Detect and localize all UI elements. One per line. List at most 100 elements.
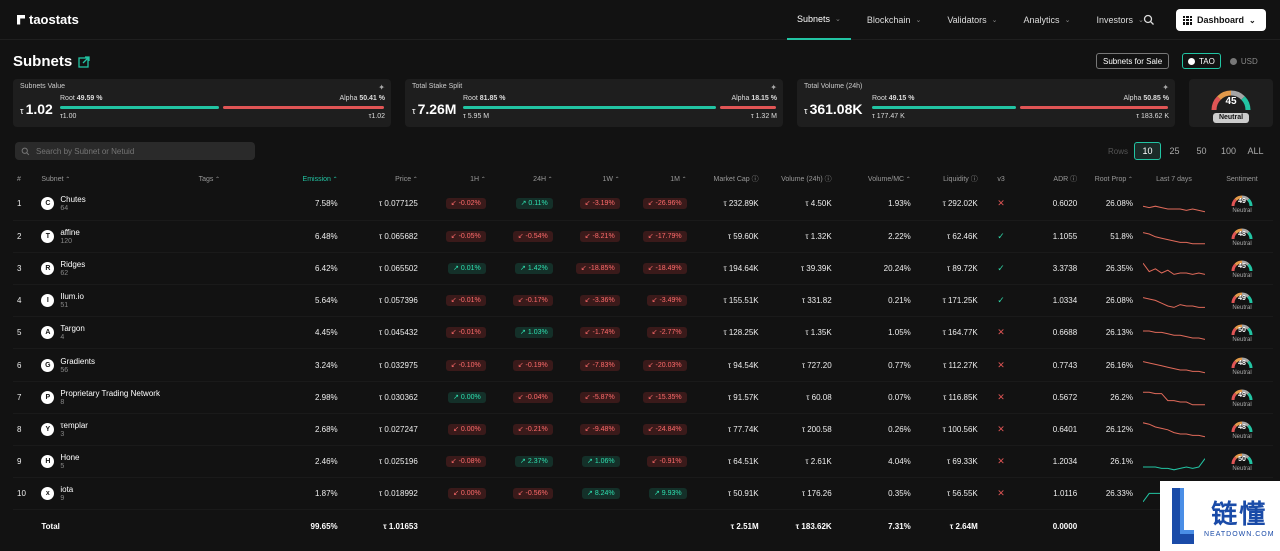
- table-row[interactable]: 10 x iota 9 1.87% τ 0.018992 ↙ 0.00% ↙ -0.56% ↗ …: [13, 477, 1273, 511]
- market-cap-cell: τ 128.25K: [690, 316, 763, 350]
- sentiment-gauge[interactable]: 50 Neutral: [1231, 322, 1253, 343]
- subnet-name[interactable]: τemplar: [60, 420, 88, 430]
- sentiment-gauge[interactable]: 48 Neutral: [1231, 226, 1253, 247]
- currency-usd[interactable]: USD: [1225, 53, 1263, 69]
- subnet-cell[interactable]: A Targon 4: [37, 316, 195, 350]
- sentiment-gauge[interactable]: 49 Neutral: [1231, 387, 1253, 408]
- column-header-1m[interactable]: 1M ⌃: [624, 170, 691, 188]
- rows-option-10[interactable]: 10: [1134, 142, 1162, 160]
- sentiment-gauge[interactable]: 45 Neutral: [1231, 258, 1253, 279]
- search-input[interactable]: [36, 146, 236, 156]
- nav-blockchain[interactable]: Blockchain ⌄: [857, 0, 931, 40]
- sentiment-gauge[interactable]: 50 Neutral: [1231, 451, 1253, 472]
- change-value: -0.10%: [458, 361, 481, 369]
- subnet-cell[interactable]: R Ridges 62: [37, 252, 195, 286]
- gauge-segment: [1247, 198, 1253, 207]
- arrow-down-left-icon: ↙: [647, 200, 656, 208]
- fear-greed-gauge[interactable]: 45 Neutral: [1189, 79, 1273, 127]
- table-row[interactable]: 1 C Chutes 64 7.58% τ 0.077125 ↙ -0.02% ↗ 0.11%…: [13, 188, 1273, 221]
- sparkline-cell: [1136, 381, 1211, 414]
- gauge-segment: [1231, 198, 1237, 207]
- currency-tao[interactable]: TAO: [1182, 53, 1221, 69]
- change-cell: ↙ -18.49%: [623, 252, 691, 286]
- sentiment-gauge[interactable]: 49 Neutral: [1231, 290, 1253, 311]
- change-cell: ↗ 2.37%: [489, 445, 557, 479]
- table-row[interactable]: 4 I Ilum.io 51 5.64% τ 0.057396 ↙ -0.01% ↙ -0.1…: [13, 284, 1273, 318]
- subnet-name[interactable]: Chutes: [60, 195, 86, 205]
- empty-cell: [489, 509, 557, 543]
- subnet-name[interactable]: Ridges: [60, 259, 86, 269]
- external-link-icon[interactable]: [78, 55, 90, 68]
- subnet-cell[interactable]: C Chutes 64: [37, 188, 195, 221]
- info-icon[interactable]: ⓘ: [749, 176, 759, 183]
- subnet-cell[interactable]: G Gradients 56: [37, 348, 195, 382]
- taostats-logo[interactable]: taostats: [17, 12, 79, 27]
- subnet-name[interactable]: Proprietary Trading Network: [60, 388, 160, 398]
- subnet-cell[interactable]: H Hone 5: [37, 445, 195, 479]
- column-header-emission[interactable]: Emission ⌃: [240, 170, 341, 188]
- rows-option-50[interactable]: 50: [1196, 146, 1207, 156]
- sentiment-value: 45: [1238, 262, 1246, 270]
- dashboard-button[interactable]: Dashboard ⌄: [1176, 9, 1266, 31]
- info-icon[interactable]: ⓘ: [1068, 176, 1078, 183]
- change-badge: ↙ -18.85%: [575, 262, 620, 274]
- sparkle-icon[interactable]: ✦: [1162, 83, 1169, 92]
- subnet-name[interactable]: Gradients: [60, 356, 96, 366]
- nav-investors[interactable]: Investors ⌄: [1086, 0, 1153, 40]
- sort-icon: ⌃: [904, 176, 911, 183]
- column-header-1w[interactable]: 1W ⌃: [557, 170, 624, 188]
- liquidity-cell: τ 89.72K: [914, 252, 982, 286]
- subnets-table: # Subnet ⌃ Tags ⌃ Emission ⌃ Price ⌃ 1H ⌃ 24H …: [13, 170, 1273, 543]
- subnet-name[interactable]: Targon: [60, 324, 85, 334]
- info-icon[interactable]: ⓘ: [968, 176, 978, 183]
- table-row[interactable]: 7 P Proprietary Trading Network 8 2.98% τ 0.0…: [13, 381, 1273, 414]
- subnet-cell[interactable]: P Proprietary Trading Network 8: [37, 381, 195, 414]
- column-header-tags[interactable]: Tags ⌃: [195, 170, 241, 188]
- table-row[interactable]: 6 G Gradients 56 3.24% τ 0.032975 ↙ -0.10% ↙ -0…: [13, 348, 1273, 382]
- nav-validators[interactable]: Validators ⌄: [937, 0, 1007, 40]
- gauge-segment: [1247, 327, 1253, 336]
- table-row[interactable]: 5 A Targon 4 4.45% τ 0.045432 ↙ -0.01% ↗ 1.03% ↙…: [13, 316, 1273, 350]
- column-header-24h[interactable]: 24H ⌃: [490, 170, 557, 188]
- subnet-name[interactable]: Hone: [60, 453, 80, 463]
- column-header-root-prop[interactable]: Root Prop ⌃: [1081, 170, 1137, 188]
- sparkle-icon[interactable]: ✦: [770, 83, 777, 92]
- subnet-name[interactable]: affine: [60, 227, 80, 237]
- subnet-search[interactable]: [15, 142, 255, 160]
- row-number: 3: [13, 252, 38, 286]
- table-row[interactable]: 3 R Ridges 62 6.42% τ 0.065502 ↗ 0.01% ↗ 1.42% ↙…: [13, 252, 1273, 286]
- rows-option-25[interactable]: 25: [1169, 146, 1180, 156]
- subnet-cell[interactable]: I Ilum.io 51: [37, 284, 195, 318]
- change-value: 1.06%: [594, 458, 615, 466]
- nav-analytics[interactable]: Analytics ⌄: [1014, 0, 1081, 40]
- sentiment-gauge[interactable]: 48 Neutral: [1231, 419, 1253, 440]
- sentiment-gauge[interactable]: 49 Neutral: [1231, 193, 1253, 214]
- table-header-row: # Subnet ⌃ Tags ⌃ Emission ⌃ Price ⌃ 1H ⌃ 24H …: [13, 170, 1273, 188]
- neatdown-watermark: 链懂 NEATDOWN.COM: [1160, 481, 1280, 551]
- sparkle-icon[interactable]: ✦: [378, 83, 385, 92]
- root-text: Root: [463, 95, 478, 102]
- total-emission: 99.65%: [240, 509, 342, 543]
- volume-cell: τ 331.82: [762, 284, 836, 318]
- main-menu: Subnets ⌄ Blockchain ⌄ Validators ⌄ Analyti…: [787, 0, 1160, 40]
- info-icon[interactable]: ⓘ: [822, 176, 832, 183]
- table-row[interactable]: 9 H Hone 5 2.46% τ 0.025196 ↙ -0.08% ↗ 2.37% ↗ 1…: [13, 445, 1273, 479]
- cross-icon: ✕: [997, 488, 1005, 499]
- subnet-cell[interactable]: x iota 9: [37, 477, 195, 511]
- rows-option-100[interactable]: 100: [1221, 146, 1237, 156]
- column-header-subnet[interactable]: Subnet ⌃: [37, 170, 194, 188]
- column-header-volume-mc[interactable]: Volume/MC ⌃: [836, 170, 915, 188]
- column-header-price[interactable]: Price ⌃: [342, 170, 422, 188]
- subnet-name[interactable]: iota: [60, 485, 74, 495]
- sentiment-gauge[interactable]: 48 Neutral: [1231, 355, 1253, 376]
- search-icon[interactable]: [1143, 14, 1155, 26]
- subnet-name[interactable]: Ilum.io: [60, 292, 84, 302]
- subnets-for-sale-button[interactable]: Subnets for Sale: [1096, 53, 1170, 69]
- nav-subnets[interactable]: Subnets ⌄: [787, 0, 851, 40]
- column-header-1h[interactable]: 1H ⌃: [422, 170, 490, 188]
- rows-option-all[interactable]: ALL: [1247, 146, 1264, 156]
